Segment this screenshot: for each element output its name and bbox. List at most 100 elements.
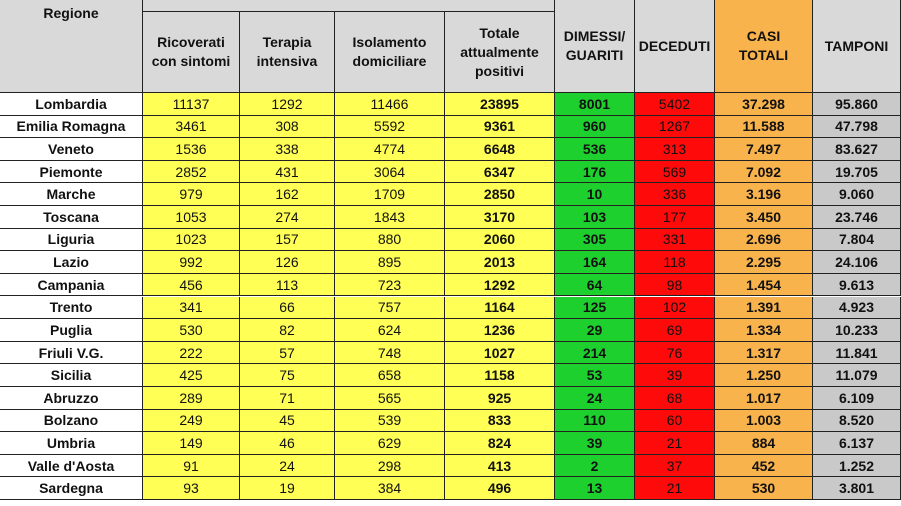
table-cell: 1.017 (715, 386, 813, 410)
table-cell: 11.841 (813, 341, 901, 365)
table-cell: 530 (143, 319, 240, 342)
table-cell: 13 (555, 477, 635, 500)
table-cell: 45 (240, 409, 335, 433)
table-cell: 37 (635, 454, 715, 478)
table-cell: 9361 (445, 115, 555, 139)
table-cell: 126 (240, 251, 335, 274)
table-cell: 102 (635, 296, 715, 320)
table-cell: 82 (240, 319, 335, 342)
table-cell: 2.295 (715, 251, 813, 274)
table-cell: 177 (635, 206, 715, 229)
table-cell: 3170 (445, 206, 555, 229)
table-cell: 565 (335, 386, 445, 410)
table-cell: 413 (445, 454, 555, 478)
table-cell: 1267 (635, 115, 715, 139)
table-cell: 3.196 (715, 183, 813, 207)
table-cell: 3461 (143, 115, 240, 139)
table-cell: 222 (143, 341, 240, 365)
table-cell: 8.520 (813, 409, 901, 433)
table-cell: 149 (143, 432, 240, 455)
table-cell: 723 (335, 273, 445, 297)
table-cell: 125 (555, 296, 635, 320)
table-cell: 249 (143, 409, 240, 433)
table-cell: 69 (635, 319, 715, 342)
table-cell: 7.804 (813, 228, 901, 252)
table-cell: 895 (335, 251, 445, 274)
table-cell: 569 (635, 160, 715, 184)
table-cell: 24 (240, 454, 335, 478)
table-cell: 60 (635, 409, 715, 433)
table-cell: 431 (240, 160, 335, 184)
table-cell: 64 (555, 273, 635, 297)
table-cell: 2060 (445, 228, 555, 252)
table-cell: 71 (240, 386, 335, 410)
table-cell: 66 (240, 296, 335, 320)
table-cell: 37.298 (715, 93, 813, 116)
column-header: Totale attualmente positivi (445, 12, 555, 93)
region-name: Trento (0, 296, 143, 320)
table-cell: 824 (445, 432, 555, 455)
region-name: Toscana (0, 206, 143, 229)
column-header: Ricoverati con sintomi (143, 12, 240, 93)
table-cell: 11137 (143, 93, 240, 116)
table-cell: 6648 (445, 138, 555, 161)
table-cell: 1292 (240, 93, 335, 116)
table-cell: 338 (240, 138, 335, 161)
table-cell: 979 (143, 183, 240, 207)
table-cell: 452 (715, 454, 813, 478)
table-cell: 29 (555, 319, 635, 342)
table-cell: 19 (240, 477, 335, 500)
table-cell: 1.003 (715, 409, 813, 433)
table-cell: 1.391 (715, 296, 813, 320)
table-cell: 336 (635, 183, 715, 207)
table-cell: 113 (240, 273, 335, 297)
table-cell: 24 (555, 386, 635, 410)
region-name: Sicilia (0, 364, 143, 387)
column-header: DIMESSI/ GUARITI (555, 0, 635, 93)
table-cell: 456 (143, 273, 240, 297)
table-cell: 39 (635, 364, 715, 387)
table-cell: 57 (240, 341, 335, 365)
table-cell: 1.334 (715, 319, 813, 342)
table-cell: 289 (143, 386, 240, 410)
table-cell: 384 (335, 477, 445, 500)
table-cell: 164 (555, 251, 635, 274)
table-cell: 11466 (335, 93, 445, 116)
table-cell: 2013 (445, 251, 555, 274)
table-cell: 11.079 (813, 364, 901, 387)
table-cell: 39 (555, 432, 635, 455)
table-cell: 10.233 (813, 319, 901, 342)
table-cell: 757 (335, 296, 445, 320)
table-cell: 75 (240, 364, 335, 387)
table-cell: 5592 (335, 115, 445, 139)
table-cell: 8001 (555, 93, 635, 116)
table-cell: 19.705 (813, 160, 901, 184)
region-name: Emilia Romagna (0, 115, 143, 139)
table-cell: 2852 (143, 160, 240, 184)
region-name: Friuli V.G. (0, 341, 143, 365)
column-header: DECEDUTI (635, 0, 715, 93)
table-cell: 298 (335, 454, 445, 478)
table-cell: 1.252 (813, 454, 901, 478)
column-header: CASI TOTALI (715, 0, 813, 93)
region-name: Valle d'Aosta (0, 454, 143, 478)
table-cell: 214 (555, 341, 635, 365)
table-cell: 1.317 (715, 341, 813, 365)
table-cell: 960 (555, 115, 635, 139)
table-cell: 23895 (445, 93, 555, 116)
region-name: Piemonte (0, 160, 143, 184)
table-cell: 9.060 (813, 183, 901, 207)
table-cell: 3064 (335, 160, 445, 184)
table-cell: 95.860 (813, 93, 901, 116)
table-cell: 629 (335, 432, 445, 455)
region-name: Bolzano (0, 409, 143, 433)
table-cell: 98 (635, 273, 715, 297)
region-name: Veneto (0, 138, 143, 161)
table-cell: 93 (143, 477, 240, 500)
table-cell: 53 (555, 364, 635, 387)
region-name: Marche (0, 183, 143, 207)
table-cell: 6347 (445, 160, 555, 184)
table-cell: 1843 (335, 206, 445, 229)
table-cell: 539 (335, 409, 445, 433)
region-name: Abruzzo (0, 386, 143, 410)
